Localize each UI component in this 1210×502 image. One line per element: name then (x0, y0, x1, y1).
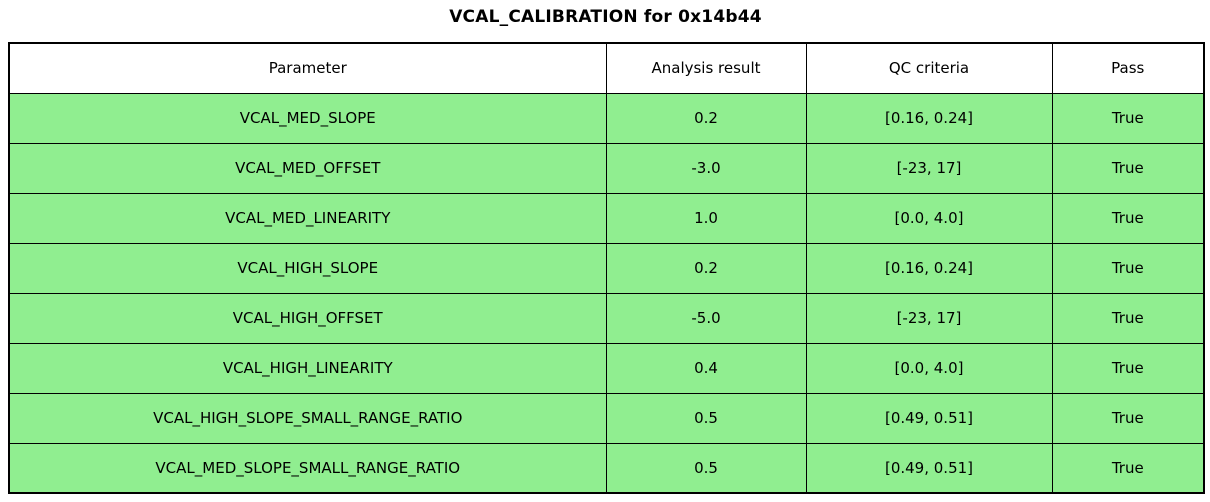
table-row: VCAL_MED_SLOPE_SMALL_RANGE_RATIO 0.5 [0.49… (8, 442, 1205, 494)
cell-pass: True (1051, 142, 1205, 194)
cell-analysis-result: 0.5 (605, 392, 807, 444)
cell-parameter: VCAL_MED_SLOPE_SMALL_RANGE_RATIO (8, 442, 607, 494)
cell-parameter: VCAL_HIGH_OFFSET (8, 292, 607, 344)
cell-pass: True (1051, 292, 1205, 344)
cell-qc-criteria: [0.0, 4.0] (805, 342, 1053, 394)
qc-table: Parameter Analysis result QC criteria Pa… (8, 42, 1205, 494)
cell-pass: True (1051, 242, 1205, 294)
column-header-parameter: Parameter (8, 42, 607, 94)
cell-parameter: VCAL_MED_OFFSET (8, 142, 607, 194)
cell-qc-criteria: [0.49, 0.51] (805, 442, 1053, 494)
cell-analysis-result: -5.0 (605, 292, 807, 344)
cell-pass: True (1051, 342, 1205, 394)
table-row: VCAL_MED_OFFSET -3.0 [-23, 17] True (8, 142, 1205, 194)
cell-pass: True (1051, 442, 1205, 494)
cell-parameter: VCAL_HIGH_SLOPE_SMALL_RANGE_RATIO (8, 392, 607, 444)
table-row: VCAL_HIGH_SLOPE 0.2 [0.16, 0.24] True (8, 242, 1205, 294)
table-header: Parameter Analysis result QC criteria Pa… (8, 42, 1205, 94)
cell-qc-criteria: [-23, 17] (805, 142, 1053, 194)
column-header-qc-criteria: QC criteria (805, 42, 1053, 94)
table-row: VCAL_MED_LINEARITY 1.0 [0.0, 4.0] True (8, 192, 1205, 244)
cell-pass: True (1051, 392, 1205, 444)
cell-analysis-result: 0.4 (605, 342, 807, 394)
table-body: VCAL_MED_SLOPE 0.2 [0.16, 0.24] True VCAL_ME… (8, 92, 1205, 494)
table-row: VCAL_HIGH_SLOPE_SMALL_RANGE_RATIO 0.5 [0.4… (8, 392, 1205, 444)
table-row: VCAL_MED_SLOPE 0.2 [0.16, 0.24] True (8, 92, 1205, 144)
cell-analysis-result: -3.0 (605, 142, 807, 194)
cell-qc-criteria: [0.49, 0.51] (805, 392, 1053, 444)
cell-qc-criteria: [0.16, 0.24] (805, 242, 1053, 294)
cell-qc-criteria: [0.0, 4.0] (805, 192, 1053, 244)
cell-pass: True (1051, 192, 1205, 244)
cell-qc-criteria: [0.16, 0.24] (805, 92, 1053, 144)
cell-parameter: VCAL_MED_SLOPE (8, 92, 607, 144)
page-title: VCAL_CALIBRATION for 0x14b44 (449, 7, 762, 27)
cell-analysis-result: 0.2 (605, 92, 807, 144)
cell-analysis-result: 0.5 (605, 442, 807, 494)
cell-analysis-result: 0.2 (605, 242, 807, 294)
cell-pass: True (1051, 92, 1205, 144)
cell-qc-criteria: [-23, 17] (805, 292, 1053, 344)
column-header-pass: Pass (1051, 42, 1205, 94)
column-header-analysis-result: Analysis result (605, 42, 807, 94)
header-row: Parameter Analysis result QC criteria Pa… (8, 42, 1205, 94)
cell-analysis-result: 1.0 (605, 192, 807, 244)
cell-parameter: VCAL_HIGH_LINEARITY (8, 342, 607, 394)
table-row: VCAL_HIGH_OFFSET -5.0 [-23, 17] True (8, 292, 1205, 344)
cell-parameter: VCAL_MED_LINEARITY (8, 192, 607, 244)
cell-parameter: VCAL_HIGH_SLOPE (8, 242, 607, 294)
table-row: VCAL_HIGH_LINEARITY 0.4 [0.0, 4.0] True (8, 342, 1205, 394)
